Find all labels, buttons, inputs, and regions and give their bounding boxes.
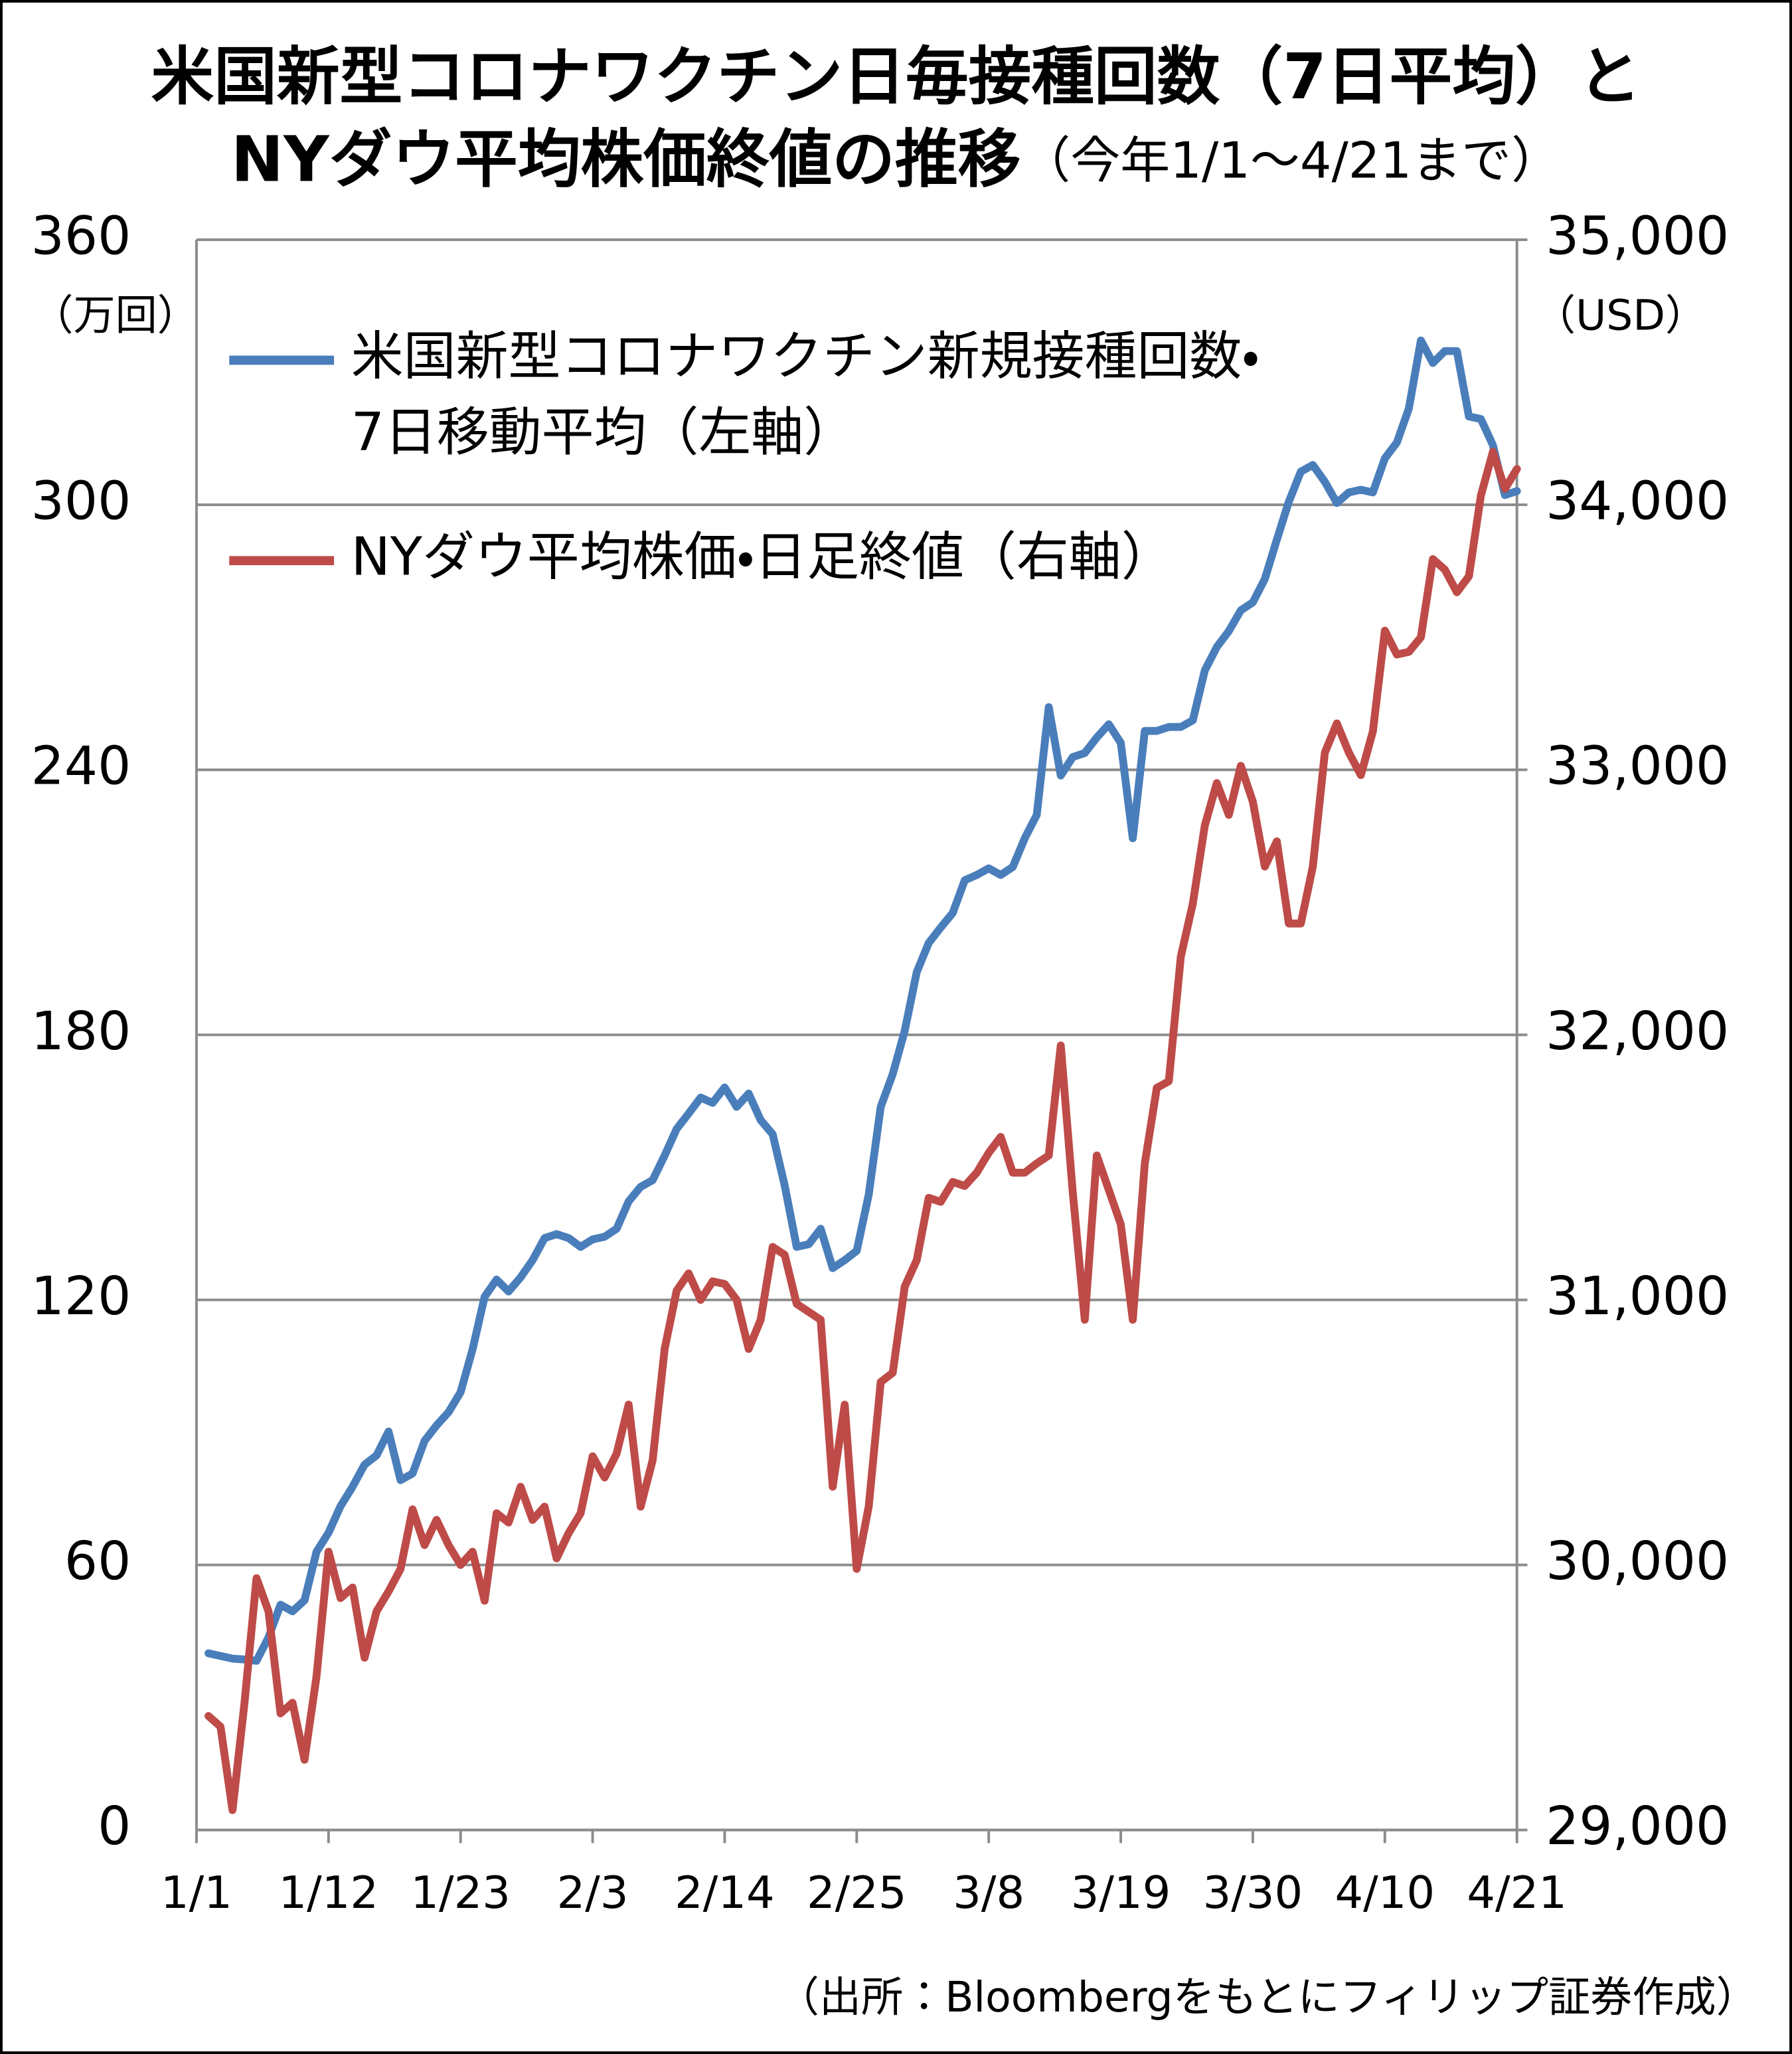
series-line bbox=[204, 336, 1521, 1665]
legend-label: 米国新型コロナワクチン新規接種回数・ 7日移動平均（左軸） bbox=[351, 326, 1260, 463]
chart-title-line2: NYダウ平均株価終値の推移（今年1/1～4/21まで） bbox=[231, 123, 1561, 196]
x-tick-label: 3/19 bbox=[1071, 1867, 1171, 1919]
source-note: （出所：Bloombergをもとにフィリップ証券作成） bbox=[777, 1972, 1758, 2021]
y-tick-label: 60 bbox=[64, 1531, 131, 1592]
x-tick-label: 3/8 bbox=[953, 1867, 1024, 1919]
legend-label: NYダウ平均株価・日足終値（右軸） bbox=[351, 527, 1174, 588]
x-tick-label: 4/10 bbox=[1335, 1867, 1435, 1919]
y-tick-label: 120 bbox=[31, 1266, 131, 1327]
y-tick-label: 360 bbox=[31, 205, 131, 266]
y2-tick-label: 33,000 bbox=[1546, 736, 1729, 797]
y-tick-label: 180 bbox=[31, 1001, 131, 1062]
x-tick-label: 2/3 bbox=[557, 1867, 629, 1919]
title-line2: NYダウ平均株価終値の推移 bbox=[231, 123, 1020, 196]
x-tick-label: 2/25 bbox=[807, 1867, 907, 1919]
x-tick-label: 2/14 bbox=[675, 1867, 775, 1919]
y2-tick-label: 30,000 bbox=[1546, 1531, 1729, 1592]
y2-tick-label: 31,000 bbox=[1546, 1266, 1729, 1327]
series-line bbox=[204, 448, 1521, 1814]
y-unit: （万回） bbox=[31, 290, 199, 339]
legend-label-line: 7日移動平均（左軸） bbox=[351, 402, 856, 463]
y2-unit: （USD） bbox=[1534, 290, 1707, 339]
y2-tick-label: 29,000 bbox=[1546, 1796, 1729, 1857]
x-tick-label: 1/23 bbox=[410, 1867, 511, 1919]
x-tick-label: 1/12 bbox=[279, 1867, 379, 1919]
y-tick-label: 300 bbox=[31, 471, 131, 532]
legend-label-line: 米国新型コロナワクチン新規接種回数・ bbox=[351, 326, 1260, 387]
subtitle: （今年1/1～4/21まで） bbox=[1020, 131, 1561, 189]
x-tick-label: 3/30 bbox=[1203, 1867, 1303, 1919]
y2-tick-label: 32,000 bbox=[1546, 1001, 1729, 1062]
chart-title: 米国新型コロナワクチン日毎接種回数（7日平均）と bbox=[151, 41, 1641, 114]
y-tick-label: 0 bbox=[98, 1796, 131, 1857]
x-tick-label: 1/1 bbox=[161, 1867, 232, 1919]
y-tick-label: 240 bbox=[31, 736, 131, 797]
y2-tick-label: 35,000 bbox=[1546, 205, 1729, 266]
x-tick-label: 4/21 bbox=[1467, 1867, 1567, 1919]
y2-tick-label: 34,000 bbox=[1546, 471, 1729, 532]
